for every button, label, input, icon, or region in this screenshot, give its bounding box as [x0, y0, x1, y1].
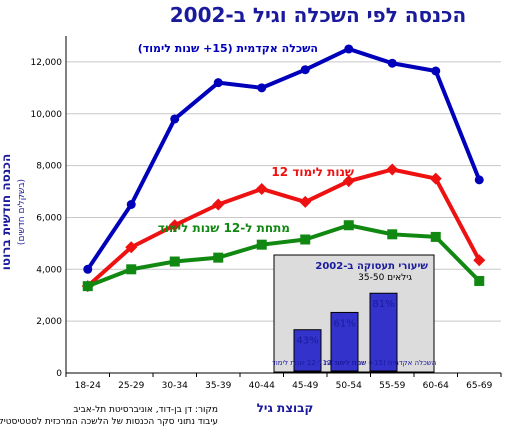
data-point [431, 66, 441, 76]
series-line [87, 223, 481, 289]
y-axis-ticks: 0 2,000 4,000 6,000 8,000 10,000 12,000 [31, 58, 63, 379]
data-point [343, 220, 354, 231]
data-point [299, 195, 312, 208]
data-point [387, 58, 397, 68]
x-tick-label: 60-64 [423, 381, 449, 391]
x-tick-label: 50-54 [336, 381, 362, 391]
data-point [169, 256, 180, 267]
inset-value-label: 43% [296, 336, 318, 347]
inset-bar [293, 329, 322, 372]
chart-title: הכנסה לפי השכלה וגיל ב-2002 [170, 3, 467, 27]
x-tick-label: 30-34 [162, 381, 188, 391]
inset-value-label: 81% [372, 299, 394, 310]
axes [65, 36, 501, 374]
inset-subtitle: גילאים 35-50 [358, 273, 412, 283]
series-line [86, 167, 482, 288]
series-label: השכלה אקדמית (15+ שנות לימוד) [138, 42, 318, 55]
data-point [213, 78, 223, 88]
data-point [125, 241, 138, 254]
data-point [429, 172, 442, 185]
data-point [126, 264, 137, 275]
y-tick-label: 10,000 [31, 110, 63, 120]
data-point [257, 83, 267, 93]
y-axis-label: הכנסה חודשית ברוטו [0, 154, 13, 270]
data-point [126, 200, 136, 209]
source-note: עיבוד נתוני סקר הכנסות של הלשכה המרכזית … [0, 417, 218, 427]
x-axis-label: קבוצת גיל [257, 401, 314, 415]
data-point [170, 114, 180, 124]
data-point [300, 234, 311, 245]
data-point [473, 254, 486, 267]
data-point [256, 239, 267, 250]
y-tick-label: 6,000 [36, 213, 62, 223]
inset-bar [330, 311, 359, 372]
x-tick-label: 35-39 [205, 381, 231, 391]
data-point [212, 198, 225, 211]
data-point [83, 264, 93, 274]
y-tick-label: 8,000 [36, 162, 62, 172]
series-academic [83, 44, 484, 274]
data-point [474, 175, 484, 185]
x-tick-label: 45-49 [292, 381, 318, 391]
series-labels: השכלה אקדמית (15+ שנות לימוד) 12 שנות לימ… [138, 42, 354, 235]
data-point [344, 44, 354, 54]
y-axis-sublabel: (בשקלים חדשים) [17, 179, 27, 245]
data-point [300, 65, 310, 75]
inset-title: שיעורי תעסוקה ב-2002 [315, 261, 428, 272]
x-tick-label: 40-44 [249, 381, 275, 391]
x-tick-label: 18-24 [75, 381, 101, 391]
x-tick-label: 65-69 [466, 381, 492, 391]
inset-category-label: השכלה אקדמית (15+ שנות לימוד) [331, 359, 437, 367]
data-point [255, 182, 268, 195]
y-tick-label: 12,000 [31, 58, 63, 68]
inset-bar [369, 292, 398, 372]
x-tick-label: 55-59 [379, 381, 405, 391]
inset-category-label: 12 שנות לימוד [323, 359, 367, 367]
x-tick-label: 25-29 [118, 381, 144, 391]
data-point [168, 219, 181, 232]
data-point [82, 281, 93, 292]
inset-value-label: 61% [333, 318, 355, 329]
data-point [387, 229, 398, 240]
source-line: מקור: דן בן-דוד, אוניברסיטת תל-אביב [73, 405, 218, 415]
series-label: מתחת ל-12 שנות לימוד [158, 221, 290, 235]
data-point [474, 275, 485, 286]
data-point [430, 231, 441, 242]
y-tick-label: 4,000 [36, 265, 62, 275]
inset-category-label: מתחת ל-12 שנות לימוד [272, 359, 343, 367]
x-axis-ticks: 18-24 25-29 30-34 35-39 40-44 45-49 50-54 55-59… [65, 373, 502, 391]
y-tick-label: 0 [56, 369, 62, 379]
series-line [86, 46, 482, 271]
data-point [213, 252, 224, 263]
series-lines [81, 44, 486, 293]
data-point [386, 163, 399, 176]
series-label: 12 שנות לימוד [271, 165, 354, 179]
y-tick-label: 2,000 [36, 317, 62, 327]
data-point [342, 175, 355, 188]
series-under-twelve [82, 220, 485, 292]
